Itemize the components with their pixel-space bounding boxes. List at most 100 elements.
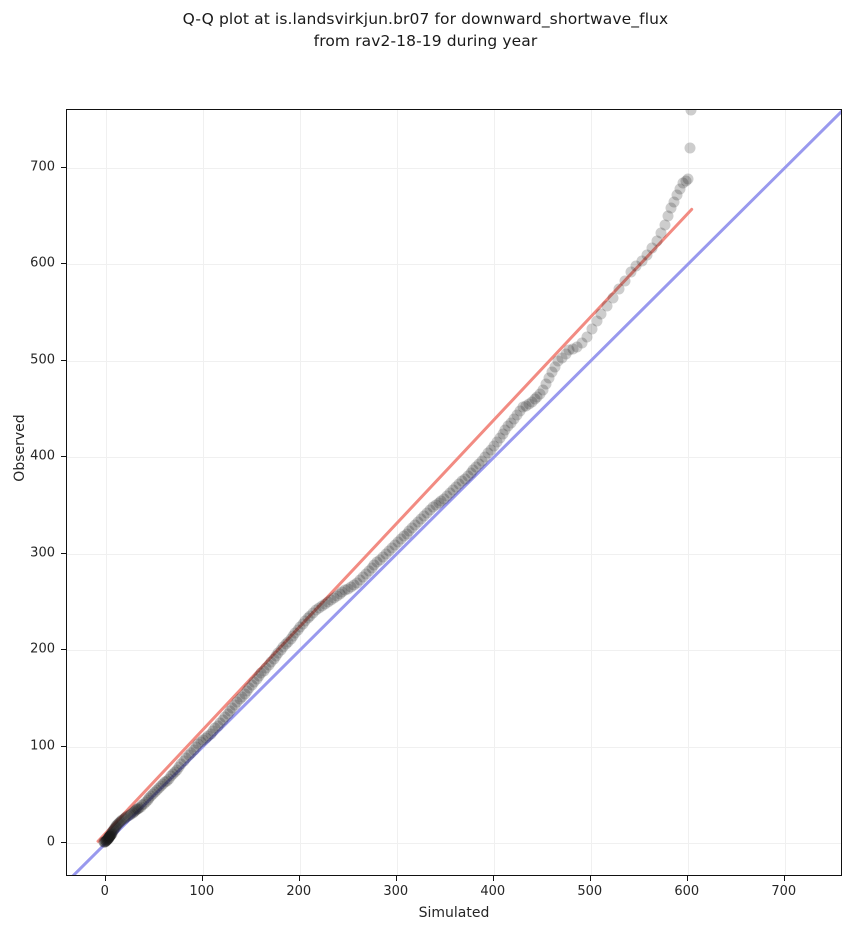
y-tick-label: 0 <box>46 834 55 850</box>
scatter-point <box>433 497 444 509</box>
scatter-point <box>668 196 680 208</box>
scatter-point <box>127 807 139 819</box>
scatter-point <box>236 691 248 703</box>
scatter-point <box>255 667 267 679</box>
scatter-point <box>351 577 363 589</box>
scatter-point <box>674 183 686 195</box>
scatter-point <box>280 638 292 650</box>
scatter-point <box>377 551 389 563</box>
gridline-horizontal <box>67 843 841 845</box>
scatter-point <box>171 764 183 776</box>
scatter-point <box>363 565 375 577</box>
scatter-point <box>142 794 153 806</box>
scatter-point <box>195 736 207 748</box>
scatter-point <box>447 484 459 496</box>
scatter-point <box>325 594 337 606</box>
scatter-point <box>165 770 177 782</box>
scatter-point <box>104 830 116 842</box>
scatter-point <box>157 778 169 790</box>
scatter-point <box>392 536 404 548</box>
scatter-point <box>418 510 430 522</box>
scatter-point <box>342 583 354 595</box>
scatter-point <box>99 836 111 848</box>
scatter-point <box>99 836 111 848</box>
scatter-point <box>560 348 572 360</box>
scatter-point <box>248 676 260 688</box>
scatter-point <box>529 393 541 405</box>
scatter-point <box>685 110 697 116</box>
scatter-point <box>646 242 658 254</box>
x-tick-mark <box>298 876 300 881</box>
scatter-point <box>549 361 561 373</box>
scatter-point <box>299 615 311 627</box>
scatter-point <box>651 235 663 247</box>
x-tick-label: 700 <box>771 884 797 899</box>
scatter-point <box>586 323 598 335</box>
scatter-point <box>113 817 125 829</box>
scatter-point <box>576 337 588 349</box>
scatter-point <box>322 596 334 608</box>
scatter-point <box>465 467 477 479</box>
scatter-point <box>292 624 304 636</box>
x-tick-mark <box>492 876 494 881</box>
scatter-point <box>108 824 120 836</box>
y-tick-mark <box>61 552 66 554</box>
scatter-point <box>234 693 246 705</box>
scatter-point <box>424 504 436 516</box>
scatter-point <box>197 734 209 746</box>
scatter-point <box>444 487 456 499</box>
scatter-point <box>581 331 593 343</box>
scatter-point <box>270 650 282 662</box>
scatter-point <box>128 806 140 818</box>
gridline-horizontal <box>67 650 841 652</box>
scatter-point <box>567 343 579 355</box>
y-tick-mark <box>61 842 66 844</box>
scatter-point <box>275 644 287 656</box>
scatter-point <box>124 809 136 821</box>
scatter-point <box>135 801 147 813</box>
x-tick-mark <box>783 876 785 881</box>
scatter-series-layer <box>67 110 841 875</box>
scatter-point <box>105 829 117 841</box>
scatter-point <box>100 835 112 847</box>
scatter-point <box>641 249 653 261</box>
scatter-point <box>473 458 485 470</box>
plot-area <box>66 109 842 876</box>
y-tick-mark <box>61 263 66 265</box>
scatter-point <box>412 516 424 528</box>
gridline-vertical <box>299 110 301 875</box>
y-tick-mark <box>61 456 66 458</box>
y-tick-label: 400 <box>30 448 55 464</box>
scatter-point <box>398 530 410 542</box>
scatter-point <box>147 788 159 800</box>
scatter-point <box>316 600 328 612</box>
scatter-point <box>671 189 683 201</box>
scatter-point <box>133 802 145 814</box>
scatter-point <box>571 341 583 353</box>
scatter-point <box>202 730 214 742</box>
scatter-point <box>188 744 200 756</box>
x-tick-label: 500 <box>577 884 603 899</box>
scatter-point <box>265 656 277 668</box>
scatter-point <box>682 173 694 185</box>
scatter-point <box>190 741 202 753</box>
gridline-vertical <box>784 110 786 875</box>
scatter-point <box>149 786 161 798</box>
x-tick-label: 200 <box>286 884 312 899</box>
scatter-point <box>251 673 263 685</box>
scatter-point <box>287 630 299 642</box>
scatter-point <box>368 559 380 571</box>
scatter-point <box>462 470 474 482</box>
scatter-point <box>122 810 134 822</box>
scatter-point <box>625 266 637 278</box>
gridlines <box>67 110 841 875</box>
scatter-point <box>153 782 165 794</box>
scatter-point <box>348 579 360 591</box>
scatter-point <box>151 784 163 796</box>
scatter-point <box>268 653 280 665</box>
scatter-point <box>104 830 116 841</box>
scatter-point <box>297 618 309 630</box>
scatter-point <box>285 633 297 645</box>
scatter-point <box>116 814 128 826</box>
scatter-point <box>104 830 116 842</box>
